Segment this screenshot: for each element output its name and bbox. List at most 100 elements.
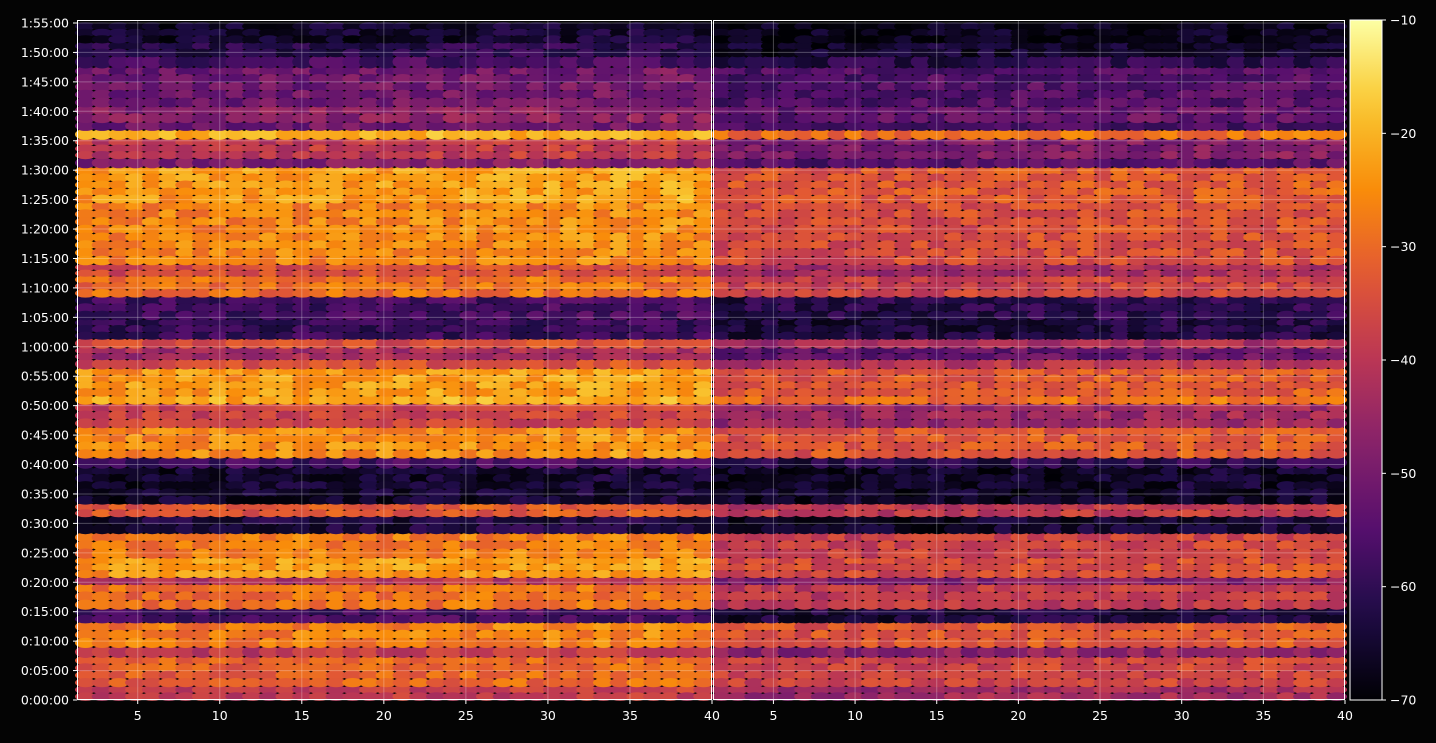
intensity-cell [158,481,180,491]
intensity-cell [626,655,648,666]
intensity-cell [526,629,547,640]
intensity-cell [342,466,364,476]
intensity-cell [158,655,180,666]
intensity-cell [693,629,714,640]
intensity-cell [308,621,330,632]
intensity-cell [509,556,531,566]
intensity-cell [258,685,280,694]
intensity-cell [526,556,547,566]
intensity-cell [409,591,430,602]
intensity-cell [258,548,280,559]
intensity-cell [392,591,414,602]
intensity-cell [643,599,664,610]
intensity-cell [308,548,330,559]
intensity-cell [141,678,163,688]
intensity-cell [425,570,447,579]
intensity-cell [676,503,698,511]
intensity-cell [626,678,648,688]
intensity-cell [175,663,197,673]
intensity-cell [242,629,263,640]
intensity-cell [258,532,280,543]
intensity-cell [208,663,230,673]
intensity-cell [91,621,113,632]
intensity-cell [141,515,163,526]
intensity-cell [409,629,430,640]
intensity-cell [593,563,614,572]
intensity-cell [593,621,614,632]
intensity-cell [225,599,247,610]
intensity-cell [559,629,581,640]
intensity-cell [409,563,430,572]
intensity-cell [275,523,297,535]
intensity-cell [292,685,313,694]
intensity-cell [626,466,648,476]
intensity-cell [626,614,648,624]
intensity-cell [559,540,581,551]
intensity-cell [609,532,631,543]
intensity-cell [108,591,130,602]
intensity-cell [125,576,146,586]
intensity-cell [175,523,197,535]
intensity-cell [576,563,598,572]
intensity-cell [91,576,113,586]
intensity-cell [141,523,163,535]
intensity-cell [609,473,631,483]
intensity-cell [476,655,497,666]
intensity-cell [225,473,247,483]
intensity-cell [275,655,297,666]
intensity-cell [643,629,664,640]
intensity-cell [375,663,397,673]
intensity-cell [693,678,714,688]
intensity-cell [459,509,481,518]
intensity-cell [459,556,481,566]
intensity-cell [125,591,146,602]
intensity-cell [292,509,313,518]
intensity-cell [459,591,481,602]
intensity-cell [325,645,347,659]
intensity-band [75,426,714,459]
intensity-cell [392,607,414,617]
intensity-cell [392,614,414,624]
intensity-band [75,515,714,535]
intensity-cell [258,692,280,701]
intensity-cell [208,515,230,526]
intensity-cell [526,509,547,518]
intensity-cell [208,670,230,680]
intensity-cell [442,621,464,632]
intensity-cell [242,692,263,701]
intensity-cell [175,495,197,505]
intensity-cell [325,607,347,617]
intensity-cell [325,614,347,624]
intensity-cell [108,481,130,491]
intensity-cell [308,685,330,694]
intensity-cell [325,583,347,594]
intensity-cell [392,540,414,551]
intensity-cell [342,488,364,498]
intensity-cell [375,614,397,624]
intensity-cell [676,599,698,610]
intensity-cell [559,456,581,469]
intensity-cell [392,692,414,701]
intensity-cell [258,515,280,526]
intensity-cell [375,509,397,518]
intensity-cell [375,591,397,602]
intensity-cell [258,523,280,535]
intensity-cell [359,599,380,610]
intensity-cell [75,540,96,551]
intensity-cell [693,523,714,535]
intensity-cell [442,509,464,518]
intensity-band [75,66,714,108]
intensity-cell [425,481,447,491]
intensity-cell [693,692,714,701]
intensity-cell [643,570,664,579]
intensity-cell [225,548,247,559]
intensity-cell [476,591,497,602]
intensity-cell [325,629,347,640]
intensity-cell [459,607,481,617]
intensity-band [75,583,714,610]
intensity-cell [693,515,714,526]
intensity-cell [158,540,180,551]
intensity-cell [559,466,581,476]
intensity-cell [158,503,180,511]
intensity-cell [75,591,96,602]
